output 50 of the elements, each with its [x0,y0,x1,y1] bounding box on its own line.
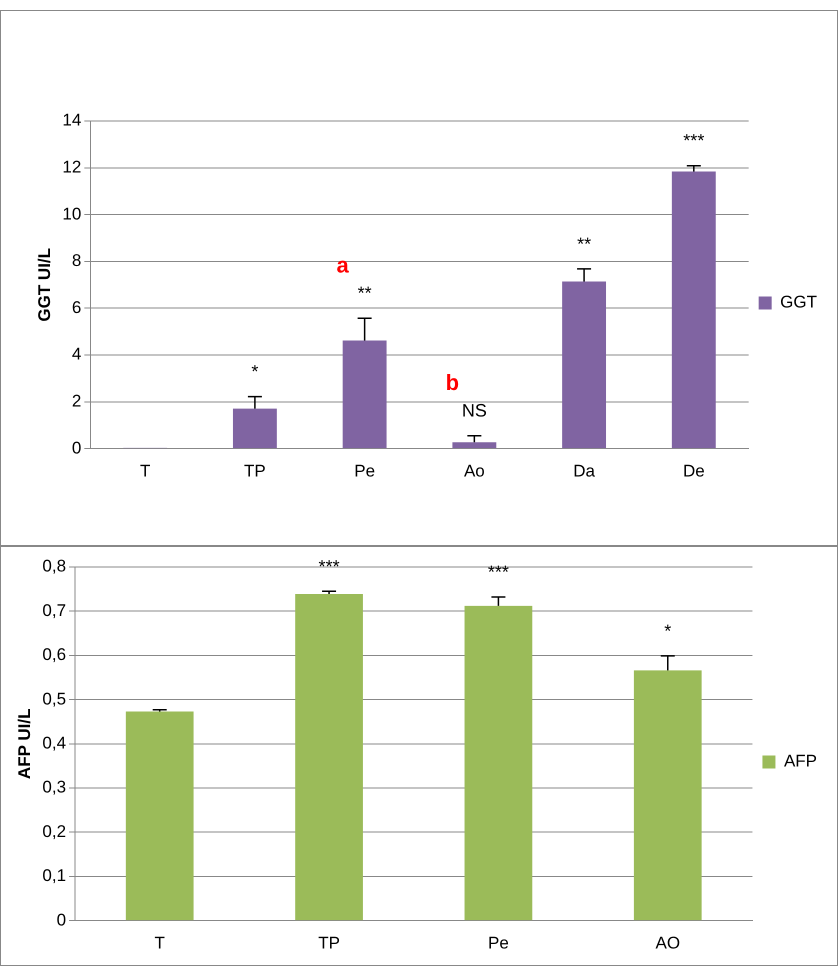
annotation: *** [683,130,704,151]
x-tick-label: Pe [488,933,509,952]
bar [464,606,532,920]
bar [232,408,277,448]
x-tick-label: T [154,933,165,952]
y-tick-label: 0,2 [42,822,66,841]
bar [672,172,716,448]
y-tick-label: 4 [72,344,82,364]
x-tick-label: Da [573,461,596,480]
y-tick-label: 12 [62,157,82,176]
annotation: ** [358,283,372,304]
y-tick-label: 6 [72,298,82,317]
y-tick-label: 8 [72,251,82,270]
x-tick-label: De [682,461,705,480]
x-tick-label: Pe [354,461,376,480]
y-tick-label: 0,7 [42,600,66,620]
annotation: ** [577,234,592,254]
bar [634,670,702,920]
legend-label: AFP [784,752,817,771]
y-axis-title: AFP UI/L [14,708,34,780]
bar [562,282,606,448]
x-tick-label: T [140,461,150,480]
legend-label: GGT [780,292,818,312]
x-tick-label: TP [244,461,266,480]
y-tick-label: 0 [56,910,66,930]
y-axis-title: GGT UI/L [34,248,54,322]
annotation: a [336,252,350,278]
annotation: NS [462,400,487,421]
bar [452,442,496,448]
y-tick-label: 0,5 [42,689,66,708]
annotation: * [664,620,672,641]
x-tick-label: Ao [464,461,485,480]
x-tick-label: TP [318,933,340,952]
bar [295,594,363,920]
y-tick-label: 10 [62,204,82,224]
y-tick-label: 14 [62,110,82,130]
y-tick-label: 0 [72,438,82,458]
y-tick-label: 0,6 [42,645,66,664]
bar [342,340,387,448]
annotation: * [251,362,258,382]
annotation: *** [318,556,340,576]
bar [126,712,194,920]
y-tick-label: 0,1 [42,866,66,886]
x-tick-label: AO [655,933,680,952]
y-tick-label: 0,3 [42,778,66,797]
y-tick-label: 0,4 [42,733,66,752]
annotation: *** [488,562,509,582]
y-tick-label: 2 [72,391,82,410]
annotation: b [446,370,460,395]
y-tick-label: 0,8 [42,556,66,576]
